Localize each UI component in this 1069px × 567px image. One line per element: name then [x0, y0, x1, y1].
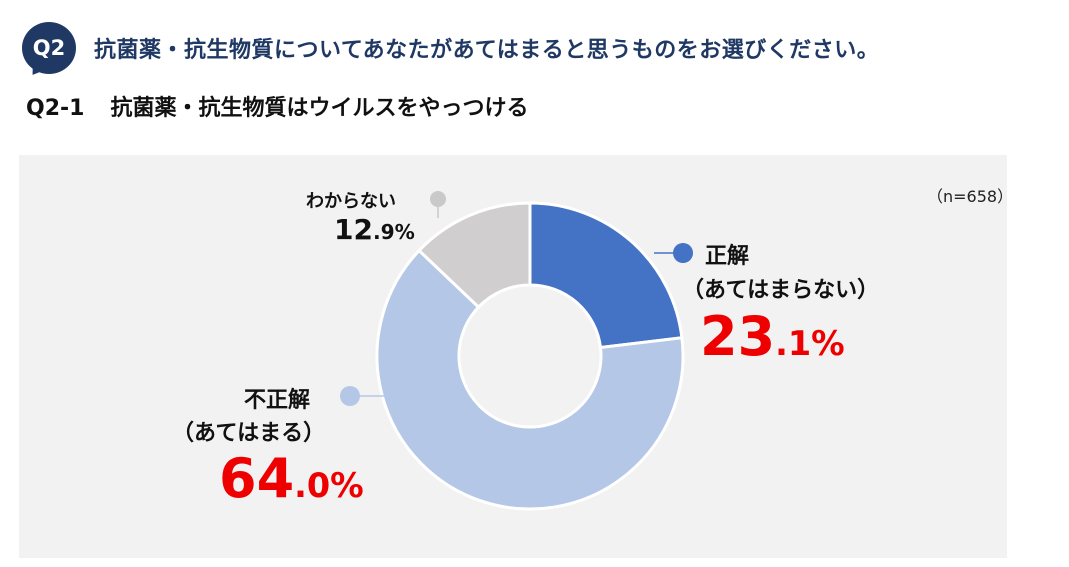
donut-slice-unknown — [417, 201, 532, 310]
slice-label-incorrect: 不正解 — [244, 388, 311, 413]
question-title: 抗菌薬・抗生物質についてあなたがあてはまると思うものをお選びください。 — [94, 38, 880, 63]
slice-value-unknown: 12.9% — [334, 213, 415, 246]
question-badge: Q2 — [22, 22, 76, 74]
sample-size: （n=658） — [927, 187, 1014, 206]
subquestion-title: Q2-1 抗菌薬・抗生物質はウイルスをやっつける — [26, 90, 528, 122]
donut-slice-correct — [528, 201, 684, 350]
slice-label-correct: 正解 — [705, 244, 750, 269]
slice-value-incorrect: 64.0% — [219, 447, 364, 510]
donut-slice-incorrect — [375, 248, 685, 511]
slice-value-correct: 23.1% — [700, 305, 845, 368]
legend-dot-correct — [673, 243, 693, 263]
question-header: Q2 抗菌薬・抗生物質についてあなたがあてはまると思うものをお選びください。 — [22, 20, 879, 76]
donut-slices — [375, 201, 685, 511]
legend-dot-incorrect — [340, 386, 360, 406]
leader-lines — [340, 191, 693, 406]
subquestion-code: Q2-1 — [26, 96, 85, 121]
slice-label-unknown: わからない — [306, 191, 396, 212]
subquestion-text: 抗菌薬・抗生物質はウイルスをやっつける — [110, 96, 529, 121]
slice-sublabel-incorrect: （あてはまる） — [172, 421, 326, 446]
legend-dot-unknown — [430, 191, 446, 207]
slice-sublabel-correct: （あてはまらない） — [682, 278, 880, 303]
